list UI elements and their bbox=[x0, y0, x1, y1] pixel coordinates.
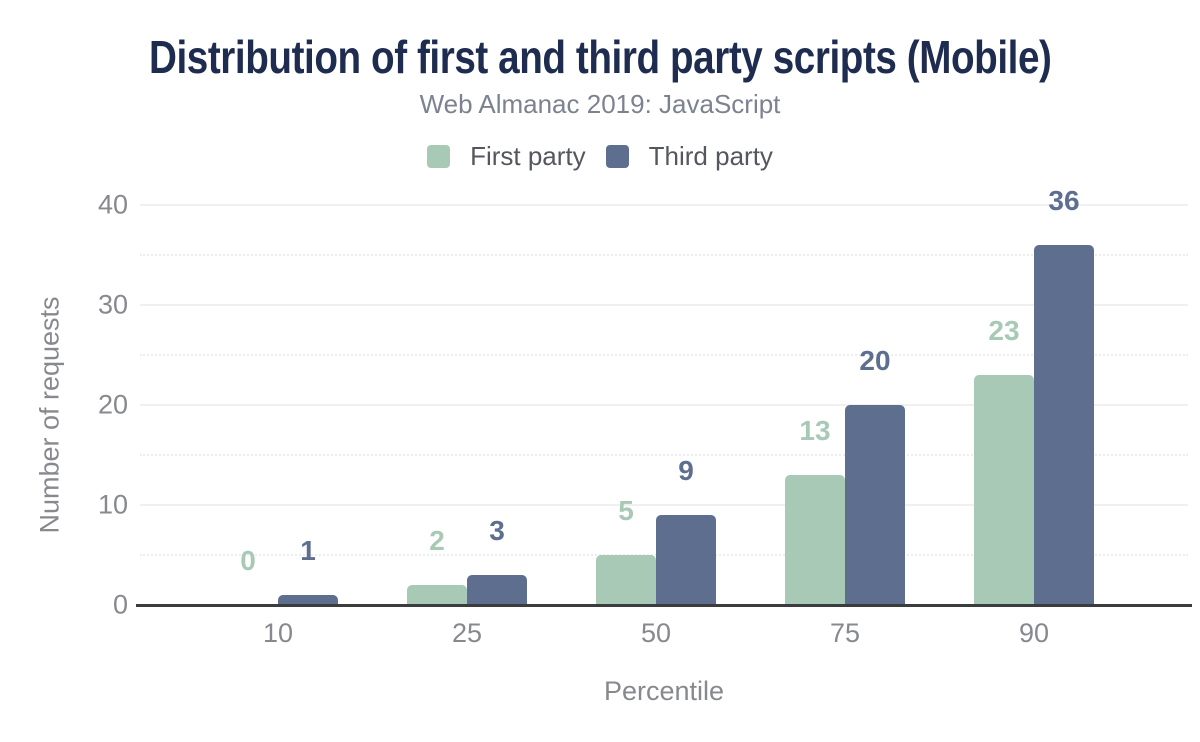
y-tick-label-0: 0 bbox=[112, 589, 128, 620]
gridline-major-10 bbox=[140, 504, 1188, 506]
bar-third-party-p10 bbox=[278, 595, 338, 605]
x-axis-title: Percentile bbox=[603, 676, 725, 706]
x-tick-label-25: 25 bbox=[451, 618, 483, 648]
value-label-first-party-p25: 2 bbox=[429, 525, 445, 556]
chart-title-text: Distribution of first and third party sc… bbox=[148, 31, 1052, 83]
third-party-swatch-icon bbox=[605, 145, 629, 168]
y-tick-label-10: 10 bbox=[97, 489, 128, 520]
legend-item-third-party: Third party bbox=[605, 141, 773, 172]
x-tick-label-50: 50 bbox=[640, 618, 672, 648]
value-label-first-party-p75: 13 bbox=[799, 415, 831, 446]
gridline-minor-35 bbox=[140, 254, 1188, 256]
x-tick-label-10: 10 bbox=[262, 618, 294, 648]
value-label-first-party-p10: 0 bbox=[240, 545, 256, 576]
bar-first-party-p25 bbox=[407, 585, 467, 605]
bar-third-party-p50 bbox=[656, 515, 716, 605]
bar-third-party-p25 bbox=[467, 575, 527, 605]
y-tick-label-40: 40 bbox=[97, 189, 128, 220]
bar-third-party-p75 bbox=[845, 405, 905, 605]
bar-first-party-p75 bbox=[785, 475, 845, 605]
x-tick-label-75: 75 bbox=[829, 618, 861, 648]
chart-title: Distribution of first and third party sc… bbox=[0, 30, 1200, 84]
bar-first-party-p50 bbox=[596, 555, 656, 605]
bar-third-party-p90 bbox=[1034, 245, 1094, 605]
bar-first-party-p90 bbox=[974, 375, 1034, 605]
value-label-first-party-p90: 23 bbox=[988, 315, 1020, 346]
plot-area: 0 10 20 30 40 0 1 10 2 3 25 5 9 50 13 20 75 23 36 90 bbox=[98, 187, 1192, 648]
gridline-major-40 bbox=[140, 204, 1188, 206]
legend-label-third-party: Third party bbox=[648, 141, 773, 171]
value-label-third-party-p50: 9 bbox=[678, 455, 694, 486]
value-label-third-party-p10: 1 bbox=[300, 535, 316, 566]
x-axis-line bbox=[136, 604, 1192, 607]
legend: First party Third party bbox=[0, 141, 1200, 172]
value-label-third-party-p25: 3 bbox=[489, 515, 505, 546]
value-label-third-party-p75: 20 bbox=[859, 345, 891, 376]
first-party-swatch-icon bbox=[427, 145, 451, 168]
legend-item-first-party: First party bbox=[427, 141, 586, 172]
value-label-third-party-p90: 36 bbox=[1048, 185, 1080, 216]
x-tick-label-90: 90 bbox=[1018, 618, 1050, 648]
legend-label-first-party: First party bbox=[470, 141, 586, 171]
chart-subtitle: Web Almanac 2019: JavaScript bbox=[419, 89, 781, 119]
gridline-minor-25 bbox=[140, 354, 1188, 356]
y-tick-label-30: 30 bbox=[97, 289, 128, 320]
gridline-minor-15 bbox=[140, 454, 1188, 456]
gridline-major-30 bbox=[140, 304, 1188, 306]
gridline-major-20 bbox=[140, 404, 1188, 406]
value-label-first-party-p50: 5 bbox=[618, 495, 634, 526]
y-tick-label-20: 20 bbox=[97, 389, 128, 420]
